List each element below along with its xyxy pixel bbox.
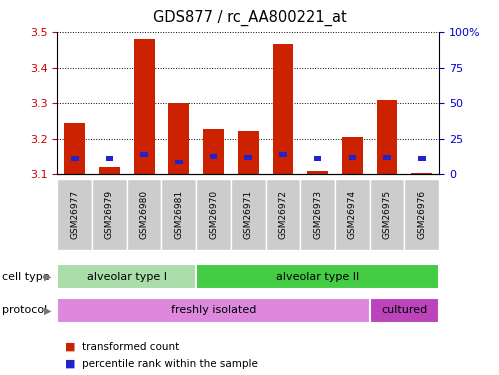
FancyBboxPatch shape bbox=[57, 179, 92, 250]
Text: cultured: cultured bbox=[381, 305, 428, 315]
Text: GSM26970: GSM26970 bbox=[209, 190, 218, 239]
Bar bbox=[134, 39, 155, 174]
FancyBboxPatch shape bbox=[57, 264, 196, 289]
Text: GSM26975: GSM26975 bbox=[383, 190, 392, 239]
Text: transformed count: transformed count bbox=[82, 342, 180, 352]
FancyBboxPatch shape bbox=[231, 179, 265, 250]
Text: protocol: protocol bbox=[2, 305, 48, 315]
Text: GSM26973: GSM26973 bbox=[313, 190, 322, 239]
FancyBboxPatch shape bbox=[300, 179, 335, 250]
Bar bbox=[169, 103, 189, 174]
Bar bbox=[238, 131, 258, 174]
FancyBboxPatch shape bbox=[370, 179, 404, 250]
Bar bbox=[210, 154, 218, 159]
FancyBboxPatch shape bbox=[196, 179, 231, 250]
Bar bbox=[348, 155, 356, 160]
Bar bbox=[307, 171, 328, 174]
Bar bbox=[411, 172, 432, 174]
Text: ▶: ▶ bbox=[43, 305, 51, 315]
Bar bbox=[272, 44, 293, 174]
FancyBboxPatch shape bbox=[92, 179, 127, 250]
Text: GDS877 / rc_AA800221_at: GDS877 / rc_AA800221_at bbox=[153, 9, 346, 26]
FancyBboxPatch shape bbox=[57, 298, 370, 323]
FancyBboxPatch shape bbox=[404, 179, 439, 250]
FancyBboxPatch shape bbox=[265, 179, 300, 250]
FancyBboxPatch shape bbox=[335, 179, 370, 250]
Bar bbox=[279, 153, 287, 157]
Text: GSM26977: GSM26977 bbox=[70, 190, 79, 239]
Text: ▶: ▶ bbox=[43, 272, 51, 282]
Text: GSM26974: GSM26974 bbox=[348, 190, 357, 239]
Text: GSM26976: GSM26976 bbox=[417, 190, 426, 239]
Text: cell type: cell type bbox=[2, 272, 50, 282]
Bar bbox=[245, 155, 252, 160]
Bar bbox=[99, 167, 120, 174]
Bar bbox=[314, 156, 321, 160]
Text: GSM26971: GSM26971 bbox=[244, 190, 253, 239]
Bar bbox=[342, 137, 363, 174]
Bar bbox=[71, 156, 78, 160]
Text: freshly isolated: freshly isolated bbox=[171, 305, 256, 315]
Text: ■: ■ bbox=[65, 342, 75, 352]
Bar bbox=[106, 156, 113, 160]
Bar bbox=[418, 156, 426, 160]
Text: alveolar type II: alveolar type II bbox=[276, 272, 359, 282]
Bar bbox=[377, 100, 398, 174]
Text: GSM26980: GSM26980 bbox=[140, 190, 149, 239]
Bar bbox=[64, 123, 85, 174]
Text: GSM26972: GSM26972 bbox=[278, 190, 287, 239]
FancyBboxPatch shape bbox=[162, 179, 196, 250]
Bar bbox=[140, 153, 148, 157]
Bar bbox=[175, 160, 183, 164]
FancyBboxPatch shape bbox=[196, 264, 439, 289]
FancyBboxPatch shape bbox=[127, 179, 162, 250]
Text: alveolar type I: alveolar type I bbox=[87, 272, 167, 282]
Text: GSM26981: GSM26981 bbox=[174, 190, 183, 239]
FancyBboxPatch shape bbox=[370, 298, 439, 323]
Text: percentile rank within the sample: percentile rank within the sample bbox=[82, 359, 258, 369]
Bar bbox=[383, 155, 391, 160]
Text: ■: ■ bbox=[65, 359, 75, 369]
Bar bbox=[203, 129, 224, 174]
Text: GSM26979: GSM26979 bbox=[105, 190, 114, 239]
